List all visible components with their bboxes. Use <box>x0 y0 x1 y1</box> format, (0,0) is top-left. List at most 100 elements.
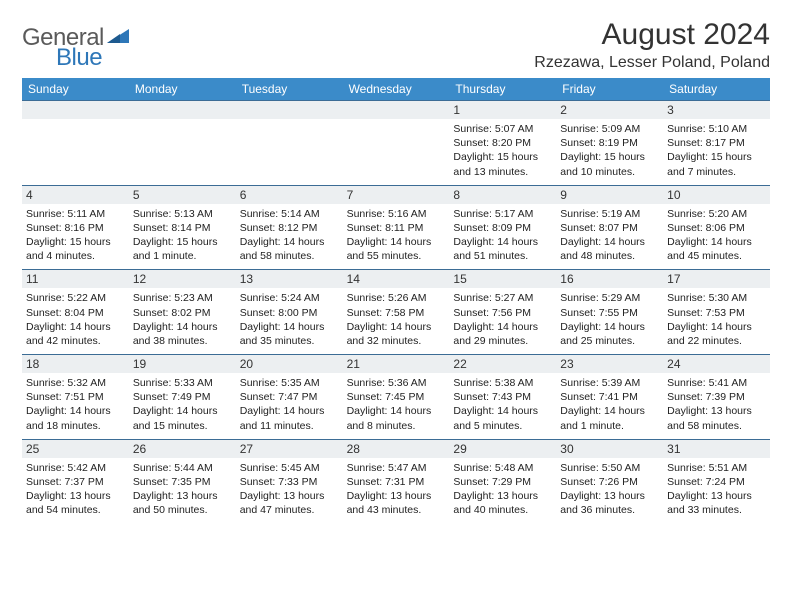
daylight-text: Daylight: 14 hours and 8 minutes. <box>347 404 446 432</box>
month-title: August 2024 <box>534 18 770 52</box>
sunrise-text: Sunrise: 5:26 AM <box>347 291 446 305</box>
day-detail: Sunrise: 5:27 AMSunset: 7:56 PMDaylight:… <box>453 291 552 348</box>
day-cell: 4Sunrise: 5:11 AMSunset: 8:16 PMDaylight… <box>22 186 129 270</box>
day-number: 16 <box>556 270 663 288</box>
day-detail: Sunrise: 5:16 AMSunset: 8:11 PMDaylight:… <box>347 207 446 264</box>
empty-day-bar <box>22 101 129 119</box>
day-detail: Sunrise: 5:26 AMSunset: 7:58 PMDaylight:… <box>347 291 446 348</box>
sunset-text: Sunset: 7:47 PM <box>240 390 339 404</box>
sunrise-text: Sunrise: 5:33 AM <box>133 376 232 390</box>
sunrise-text: Sunrise: 5:29 AM <box>560 291 659 305</box>
day-cell: 31Sunrise: 5:51 AMSunset: 7:24 PMDayligh… <box>663 440 770 524</box>
sunrise-text: Sunrise: 5:36 AM <box>347 376 446 390</box>
title-block: August 2024 Rzezawa, Lesser Poland, Pola… <box>534 18 770 72</box>
sunset-text: Sunset: 7:43 PM <box>453 390 552 404</box>
sunset-text: Sunset: 7:51 PM <box>26 390 125 404</box>
sunset-text: Sunset: 7:24 PM <box>667 475 766 489</box>
day-cell: 25Sunrise: 5:42 AMSunset: 7:37 PMDayligh… <box>22 440 129 524</box>
day-cell: 16 Sunrise: 5:29 AMSunset: 7:55 PMDayligh… <box>556 270 663 354</box>
daylight-text: Daylight: 14 hours and 29 minutes. <box>453 320 552 348</box>
sunset-text: Sunset: 7:39 PM <box>667 390 766 404</box>
sunset-text: Sunset: 7:53 PM <box>667 306 766 320</box>
daylight-text: Daylight: 14 hours and 22 minutes. <box>667 320 766 348</box>
day-number: 19 <box>129 355 236 373</box>
day-cell: 3Sunrise: 5:10 AMSunset: 8:17 PMDaylight… <box>663 101 770 185</box>
day-detail: Sunrise: 5:50 AMSunset: 7:26 PMDaylight:… <box>560 461 659 518</box>
day-detail: Sunrise: 5:39 AMSunset: 7:41 PMDaylight:… <box>560 376 659 433</box>
day-number: 17 <box>663 270 770 288</box>
sunset-text: Sunset: 7:58 PM <box>347 306 446 320</box>
day-cell: 13Sunrise: 5:24 AMSunset: 8:00 PMDayligh… <box>236 270 343 354</box>
week-row: 11Sunrise: 5:22 AMSunset: 8:04 PMDayligh… <box>22 269 770 354</box>
daylight-text: Daylight: 14 hours and 11 minutes. <box>240 404 339 432</box>
empty-day-bar <box>343 101 450 119</box>
daylight-text: Daylight: 15 hours and 10 minutes. <box>560 150 659 178</box>
day-detail: Sunrise: 5:23 AMSunset: 8:02 PMDaylight:… <box>133 291 232 348</box>
day-detail: Sunrise: 5:17 AMSunset: 8:09 PMDaylight:… <box>453 207 552 264</box>
day-cell: 19Sunrise: 5:33 AMSunset: 7:49 PMDayligh… <box>129 355 236 439</box>
day-detail: Sunrise: 5:48 AMSunset: 7:29 PMDaylight:… <box>453 461 552 518</box>
day-detail: Sunrise: 5:42 AMSunset: 7:37 PMDaylight:… <box>26 461 125 518</box>
day-cell: 10Sunrise: 5:20 AMSunset: 8:06 PMDayligh… <box>663 186 770 270</box>
day-cell: 26Sunrise: 5:44 AMSunset: 7:35 PMDayligh… <box>129 440 236 524</box>
day-cell: 1Sunrise: 5:07 AMSunset: 8:20 PMDaylight… <box>449 101 556 185</box>
sunrise-text: Sunrise: 5:47 AM <box>347 461 446 475</box>
day-detail: Sunrise: 5:10 AMSunset: 8:17 PMDaylight:… <box>667 122 766 179</box>
day-cell: 7Sunrise: 5:16 AMSunset: 8:11 PMDaylight… <box>343 186 450 270</box>
day-detail: Sunrise: 5:32 AMSunset: 7:51 PMDaylight:… <box>26 376 125 433</box>
sunrise-text: Sunrise: 5:51 AM <box>667 461 766 475</box>
day-cell: 28Sunrise: 5:47 AMSunset: 7:31 PMDayligh… <box>343 440 450 524</box>
sunset-text: Sunset: 7:49 PM <box>133 390 232 404</box>
sunrise-text: Sunrise: 5:32 AM <box>26 376 125 390</box>
sunset-text: Sunset: 8:14 PM <box>133 221 232 235</box>
day-detail: Sunrise: 5:14 AMSunset: 8:12 PMDaylight:… <box>240 207 339 264</box>
day-detail: Sunrise: 5:19 AMSunset: 8:07 PMDaylight:… <box>560 207 659 264</box>
week-row: 18Sunrise: 5:32 AMSunset: 7:51 PMDayligh… <box>22 354 770 439</box>
day-cell: 23Sunrise: 5:39 AMSunset: 7:41 PMDayligh… <box>556 355 663 439</box>
daylight-text: Daylight: 14 hours and 35 minutes. <box>240 320 339 348</box>
day-detail: Sunrise: 5:47 AMSunset: 7:31 PMDaylight:… <box>347 461 446 518</box>
sunset-text: Sunset: 7:37 PM <box>26 475 125 489</box>
day-number: 8 <box>449 186 556 204</box>
sunset-text: Sunset: 7:26 PM <box>560 475 659 489</box>
sunset-text: Sunset: 8:04 PM <box>26 306 125 320</box>
daylight-text: Daylight: 14 hours and 25 minutes. <box>560 320 659 348</box>
day-detail: Sunrise: 5:36 AMSunset: 7:45 PMDaylight:… <box>347 376 446 433</box>
sunrise-text: Sunrise: 5:19 AM <box>560 207 659 221</box>
sunset-text: Sunset: 7:29 PM <box>453 475 552 489</box>
day-number: 14 <box>343 270 450 288</box>
logo-triangle-icon <box>107 27 129 50</box>
day-cell: 24Sunrise: 5:41 AMSunset: 7:39 PMDayligh… <box>663 355 770 439</box>
day-cell <box>236 101 343 185</box>
daylight-text: Daylight: 13 hours and 40 minutes. <box>453 489 552 517</box>
header: General Blue August 2024 Rzezawa, Lesser… <box>22 18 770 72</box>
sunrise-text: Sunrise: 5:11 AM <box>26 207 125 221</box>
sunset-text: Sunset: 7:33 PM <box>240 475 339 489</box>
calendar-page: General Blue August 2024 Rzezawa, Lesser… <box>0 0 792 523</box>
sunset-text: Sunset: 8:07 PM <box>560 221 659 235</box>
empty-day-bar <box>129 101 236 119</box>
week-row: 25Sunrise: 5:42 AMSunset: 7:37 PMDayligh… <box>22 439 770 524</box>
day-cell: 6Sunrise: 5:14 AMSunset: 8:12 PMDaylight… <box>236 186 343 270</box>
sunset-text: Sunset: 8:12 PM <box>240 221 339 235</box>
sunrise-text: Sunrise: 5:38 AM <box>453 376 552 390</box>
sunrise-text: Sunrise: 5:41 AM <box>667 376 766 390</box>
sunrise-text: Sunrise: 5:27 AM <box>453 291 552 305</box>
sunrise-text: Sunrise: 5:50 AM <box>560 461 659 475</box>
day-cell <box>343 101 450 185</box>
sunrise-text: Sunrise: 5:14 AM <box>240 207 339 221</box>
day-detail: Sunrise: 5:29 AMSunset: 7:55 PMDaylight:… <box>560 291 659 348</box>
day-detail: Sunrise: 5:45 AMSunset: 7:33 PMDaylight:… <box>240 461 339 518</box>
week-row: 4Sunrise: 5:11 AMSunset: 8:16 PMDaylight… <box>22 185 770 270</box>
sunrise-text: Sunrise: 5:42 AM <box>26 461 125 475</box>
day-detail: Sunrise: 5:07 AMSunset: 8:20 PMDaylight:… <box>453 122 552 179</box>
day-cell: 14 Sunrise: 5:26 AMSunset: 7:58 PMDayligh… <box>343 270 450 354</box>
sunrise-text: Sunrise: 5:30 AM <box>667 291 766 305</box>
day-number: 5 <box>129 186 236 204</box>
daylight-text: Daylight: 13 hours and 36 minutes. <box>560 489 659 517</box>
day-number: 26 <box>129 440 236 458</box>
day-detail: Sunrise: 5:11 AMSunset: 8:16 PMDaylight:… <box>26 207 125 264</box>
sunrise-text: Sunrise: 5:16 AM <box>347 207 446 221</box>
day-cell: 17 Sunrise: 5:30 AMSunset: 7:53 PMDayligh… <box>663 270 770 354</box>
sunset-text: Sunset: 7:56 PM <box>453 306 552 320</box>
